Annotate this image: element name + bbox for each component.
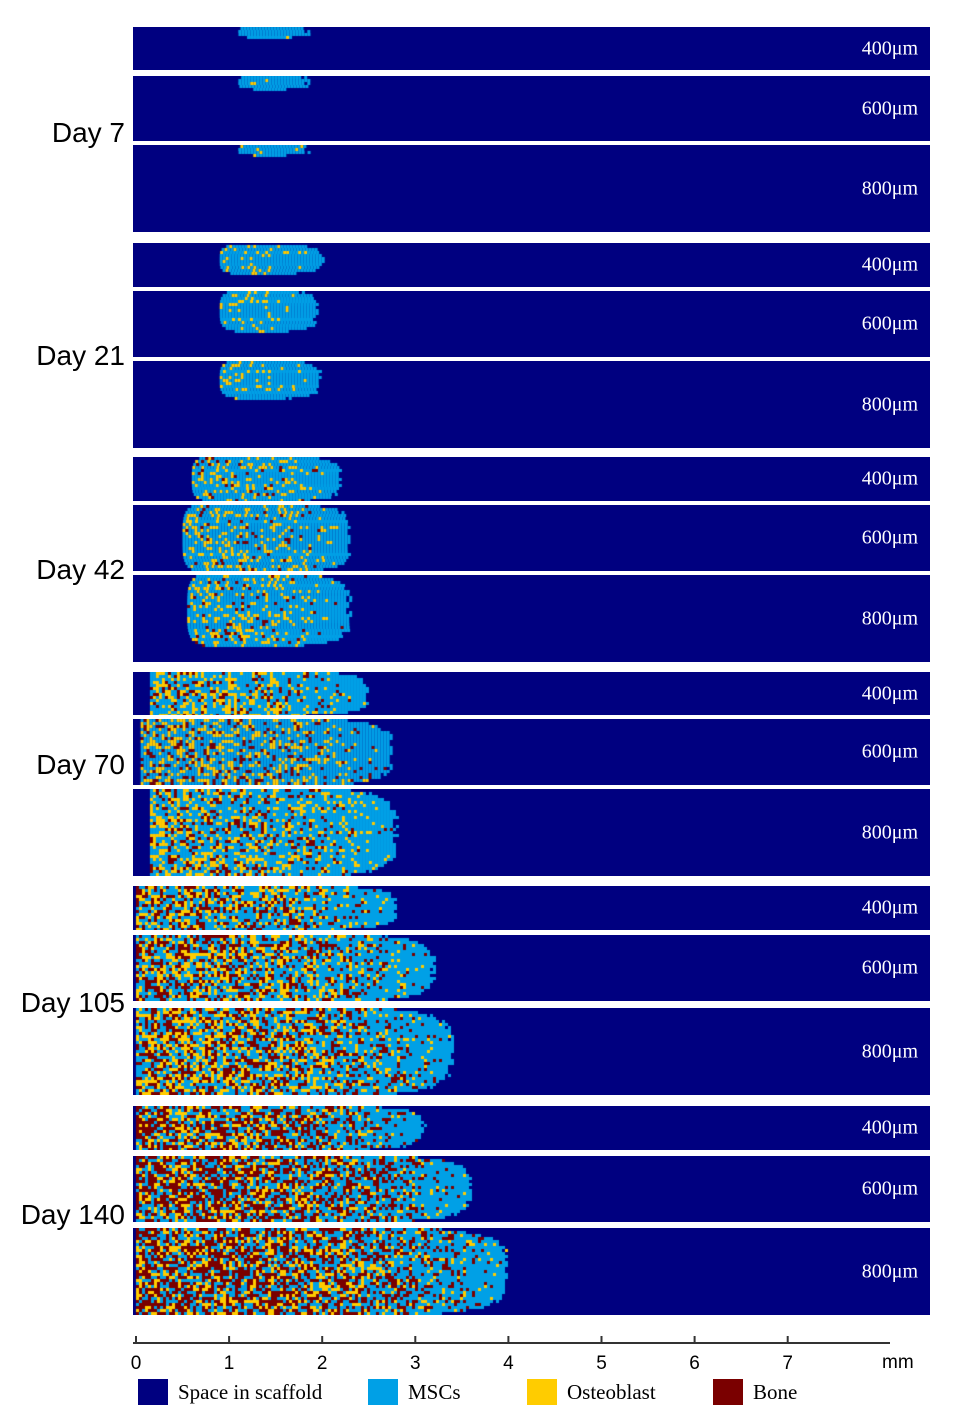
cell-distribution-map [133,672,930,715]
day-label: Day 42 [36,554,125,585]
scaffold-panel: 400μm [133,1106,930,1150]
cell-distribution-map [133,505,930,571]
cell-distribution-map [133,1156,930,1222]
pore-size-label: 400μm [861,253,918,276]
legend-item: Space in scaffold [138,1379,322,1405]
legend-label: Space in scaffold [178,1379,323,1404]
cell-distribution-map [133,719,930,785]
tick-label: 5 [596,1353,607,1374]
cell-distribution-map [133,457,930,501]
pore-size-label: 600μm [861,1177,918,1200]
cell-distribution-map [133,575,930,662]
scaffold-panel: 400μm [133,457,930,501]
scaffold-panel: 600μm [133,505,930,571]
cell-distribution-map [133,1228,930,1315]
pore-size-label: 800μm [861,821,918,843]
legend-label: Bone [753,1379,798,1404]
axis-unit: mm [882,1352,914,1373]
cell-distribution-map [133,145,930,232]
legend-label: Osteoblast [567,1379,656,1404]
day-label: Day 105 [20,987,125,1018]
cell-distribution-map [133,27,930,70]
legend-swatch [527,1379,557,1405]
scaffold-panel: 600μm [133,935,930,1001]
legend-swatch [713,1379,743,1405]
day-label: Day 70 [36,749,125,780]
pore-size-label: 600μm [861,956,918,979]
scaffold-panel: 800μm [133,145,930,232]
pore-size-label: 800μm [861,1260,918,1282]
pore-size-label: 800μm [861,607,918,629]
pore-size-label: 600μm [861,97,918,119]
pore-size-label: 600μm [861,740,918,763]
legend-item: MSCs [368,1379,461,1405]
legend-item: Osteoblast [527,1379,656,1405]
cell-distribution-map [133,886,930,930]
pore-size-label: 400μm [861,1116,918,1139]
cell-distribution-map [133,361,930,448]
pore-size-label: 800μm [861,177,918,199]
tick-label: 1 [223,1353,235,1374]
legend-swatch [368,1379,398,1405]
cell-distribution-map [133,1008,930,1095]
pore-size-label: 400μm [861,682,918,704]
scaffold-panel: 600μm [133,291,930,357]
pore-size-label: 400μm [861,896,918,919]
scaffold-panel: 800μm [133,789,930,876]
tick-label: 7 [782,1353,793,1374]
scaffold-panel: 600μm [133,76,930,141]
pore-size-label: 800μm [861,393,918,415]
tick-label: 3 [410,1353,421,1374]
pore-size-label: 400μm [861,37,918,59]
day-label: Day 140 [20,1199,125,1230]
legend-label: MSCs [408,1379,461,1404]
scaffold-panel: 400μm [133,672,930,715]
scaffold-panel: 600μm [133,719,930,785]
legend-swatch [138,1379,168,1405]
cell-distribution-map [133,935,930,1001]
tick-label: 0 [130,1353,142,1374]
scaffold-panel: 400μm [133,27,930,70]
scaffold-panel: 400μm [133,886,930,930]
tick-label: 2 [316,1353,328,1374]
scaffold-panel: 800μm [133,1228,930,1315]
cell-distribution-map [133,76,930,141]
scaffold-panel: 800μm [133,1008,930,1095]
tick-label: 4 [503,1353,514,1374]
day-label: Day 21 [36,340,125,371]
scaffold-panel: 800μm [133,361,930,448]
cell-distribution-map [133,789,930,876]
tick-label: 6 [689,1353,700,1374]
day-label: Day 7 [51,117,125,148]
scaffold-panel: 400μm [133,243,930,287]
cell-distribution-map [133,291,930,357]
scaffold-panel: 600μm [133,1156,930,1222]
scaffold-panel: 800μm [133,575,930,662]
pore-size-label: 600μm [861,312,918,335]
cell-distribution-map [133,1106,930,1150]
pore-size-label: 600μm [861,526,918,549]
pore-size-label: 400μm [861,467,918,490]
legend-item: Bone [713,1379,797,1405]
cell-distribution-map [133,243,930,287]
pore-size-label: 800μm [861,1040,918,1062]
